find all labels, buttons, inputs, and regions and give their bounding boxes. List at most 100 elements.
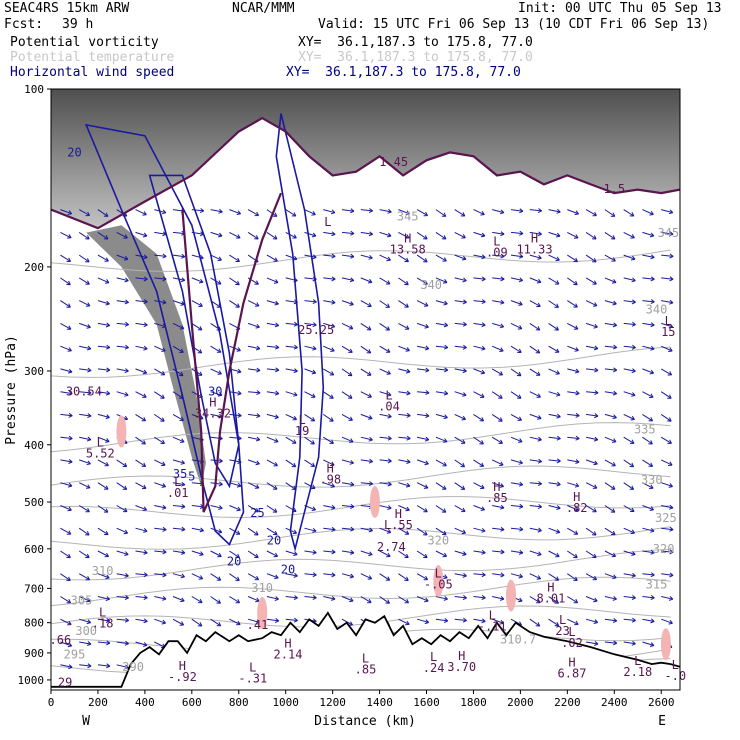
extremum-symbol: L (489, 609, 496, 623)
wind-vector (586, 368, 599, 371)
wind-vector (79, 322, 91, 328)
wind-vector (210, 391, 223, 396)
wind-vector-head (274, 344, 280, 350)
wind-vector-head (535, 371, 541, 376)
wind-vector (510, 573, 523, 578)
wind-vector-head (160, 371, 166, 376)
extremum-value: -.05 (424, 577, 453, 591)
wind-vector-head (235, 576, 240, 581)
wind-vector (623, 505, 635, 512)
wind-vector-head (404, 576, 409, 581)
wind-vector-head (612, 618, 618, 623)
wind-vector-head (385, 280, 391, 285)
wind-vector-head (687, 439, 691, 443)
wind-vector-head (650, 572, 655, 578)
wind-vector-head (217, 528, 223, 534)
wind-vector-head (556, 391, 561, 397)
wind-vector-head (292, 415, 298, 421)
wind-vector (304, 254, 317, 258)
wind-vector (660, 459, 673, 466)
extremum-value: 1.5 (603, 182, 625, 196)
extremum-value: 11.33 (516, 243, 552, 257)
wind-vector (661, 231, 674, 235)
wind-vector-head (461, 234, 466, 239)
isentrope-310 (51, 576, 671, 607)
extremum-value: .24 (423, 661, 445, 675)
wind-vector-head (612, 344, 618, 350)
wind-vector-head (312, 572, 317, 578)
wind-vector-head (124, 573, 129, 578)
wind-vector (285, 345, 298, 349)
wind-vector-head (631, 299, 636, 305)
wind-vector-head (500, 231, 505, 237)
wind-vector (60, 573, 71, 581)
wind-vector-head (593, 597, 598, 603)
wind-vector (191, 209, 204, 212)
wind-vector-head (143, 595, 148, 600)
wind-vector (116, 209, 128, 217)
wind-vector (604, 641, 617, 644)
wind-vector (323, 277, 336, 280)
wind-vector (435, 368, 448, 371)
wind-vector (510, 231, 524, 235)
wind-vector-head (479, 462, 485, 467)
wind-vector (642, 641, 655, 646)
wind-vector-head (347, 371, 353, 377)
extremum-value: 15 (661, 325, 675, 339)
wind-vector-head (461, 529, 467, 535)
wind-vector-head (331, 231, 336, 237)
wind-vector-head (161, 483, 166, 488)
wind-vector (454, 322, 467, 326)
wind-vector-head (124, 391, 129, 397)
wind-vector-head (272, 508, 278, 513)
wind-vector-head (197, 622, 203, 627)
wind-vector-head (556, 208, 561, 214)
wind-vector-head (649, 642, 655, 647)
wind-vector-head (143, 299, 148, 305)
wind-vector (473, 413, 484, 422)
wind-vector-head (499, 209, 505, 215)
wind-vector-head (236, 210, 241, 215)
wind-vector-head (406, 412, 411, 418)
wind-vector (473, 550, 486, 554)
wind-vector (529, 209, 542, 212)
wind-vector (247, 209, 259, 216)
wind-vector (604, 345, 617, 348)
wind-vector-head (124, 277, 129, 283)
wind-vector (154, 459, 166, 466)
wind-vector (604, 300, 617, 305)
wind-vector-head (292, 529, 298, 535)
wind-vector (492, 505, 505, 509)
wind-vector-head (293, 391, 298, 397)
wind-vector (679, 482, 680, 484)
wind-vector-head (462, 617, 467, 623)
wind-vector-head (630, 507, 635, 512)
wind-vector-head (573, 303, 578, 308)
wind-vector-head (143, 254, 148, 260)
wind-vector-head (105, 596, 110, 601)
wind-vector (435, 618, 448, 622)
wind-vector (341, 231, 355, 235)
wind-vector (285, 391, 298, 396)
wind-vector-head (216, 599, 221, 604)
wind-vector (360, 436, 373, 441)
wind-vector (679, 551, 680, 552)
wind-vector-head (385, 576, 391, 581)
wind-vector (172, 505, 186, 508)
wind-vector (416, 505, 428, 513)
wind-vector (567, 300, 578, 308)
wind-vector (135, 391, 147, 398)
isentrope-305 (51, 605, 671, 628)
wind-vector (435, 322, 448, 326)
wind-vector (229, 277, 240, 286)
wind-vector-head (104, 461, 109, 467)
wind-vector-head (274, 438, 279, 443)
wind-vector-head (180, 573, 185, 579)
wind-vector (116, 596, 129, 599)
wind-vector-head (386, 528, 392, 534)
wind-vector-head (443, 367, 449, 373)
wind-vector-head (649, 393, 654, 398)
wind-vector (116, 482, 127, 490)
wind-vector-head (611, 552, 617, 558)
wind-vector-head (86, 619, 92, 625)
